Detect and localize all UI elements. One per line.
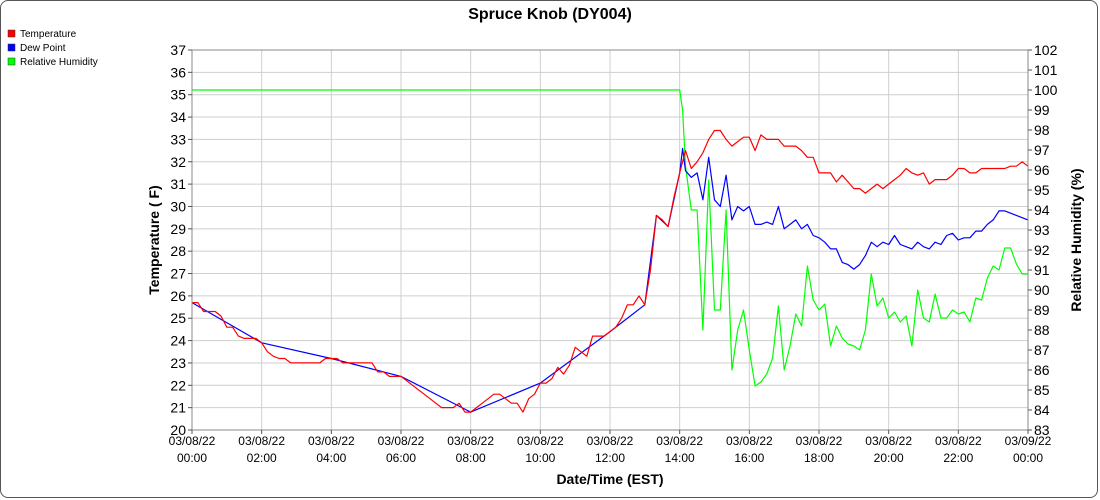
y-tick-label: 22 bbox=[170, 377, 186, 393]
y2-axis-label: Relative Humidity (%) bbox=[1068, 168, 1084, 311]
y2-tick-label: 102 bbox=[1034, 42, 1058, 58]
y2-tick-label: 90 bbox=[1034, 282, 1050, 298]
x-tick-date: 03/08/22 bbox=[656, 434, 703, 448]
y2-tick-label: 86 bbox=[1034, 362, 1050, 378]
y2-tick-label: 83 bbox=[1034, 422, 1050, 438]
y-tick-label: 31 bbox=[170, 176, 186, 192]
y-tick-label: 35 bbox=[170, 87, 186, 103]
legend-label: Relative Humidity bbox=[20, 57, 98, 68]
y-tick-label: 24 bbox=[170, 333, 186, 349]
x-tick-date: 03/08/22 bbox=[447, 434, 494, 448]
y2-axis-ticks: 83 84 85 86 87 88 89 90 91 92 93 94 95 96 97 98 99 100 101… bbox=[1028, 42, 1058, 438]
x-tick-time: 20:00 bbox=[874, 451, 904, 465]
y-tick-label: 21 bbox=[170, 400, 186, 416]
y-tick-label: 32 bbox=[170, 154, 186, 170]
chart-title: Spruce Knob (DY004) bbox=[468, 6, 632, 23]
x-axis-ticks: 03/08/22 00:00 03/08/22 02:00 03/08/22 04:00 0… bbox=[169, 430, 1052, 465]
y-tick-label: 36 bbox=[170, 64, 186, 80]
x-tick-date: 03/09/22 bbox=[1005, 434, 1052, 448]
legend-label: Temperature bbox=[20, 29, 77, 40]
y2-tick-label: 91 bbox=[1034, 262, 1050, 278]
x-tick-time: 06:00 bbox=[386, 451, 416, 465]
y-tick-label: 20 bbox=[170, 422, 186, 438]
x-tick-date: 03/08/22 bbox=[238, 434, 285, 448]
x-tick-time: 22:00 bbox=[943, 451, 973, 465]
y2-tick-label: 101 bbox=[1034, 62, 1058, 78]
series-lines bbox=[191, 89, 1029, 413]
y-tick-label: 29 bbox=[170, 221, 186, 237]
y2-tick-label: 94 bbox=[1034, 202, 1050, 218]
series-line-relative-humidity bbox=[192, 89, 1028, 387]
x-tick-date: 03/08/22 bbox=[796, 434, 843, 448]
y2-tick-label: 87 bbox=[1034, 342, 1050, 358]
y-tick-label: 30 bbox=[170, 198, 186, 214]
x-tick-date: 03/08/22 bbox=[169, 434, 216, 448]
x-tick-time: 10:00 bbox=[525, 451, 555, 465]
x-tick-time: 04:00 bbox=[316, 451, 346, 465]
y-tick-label: 33 bbox=[170, 131, 186, 147]
x-tick-time: 00:00 bbox=[1013, 451, 1043, 465]
x-tick-time: 02:00 bbox=[247, 451, 277, 465]
y2-tick-label: 93 bbox=[1034, 222, 1050, 238]
y-axis-label: Temperature ( F) bbox=[146, 185, 162, 294]
y2-tick-label: 100 bbox=[1034, 82, 1058, 98]
y-tick-label: 23 bbox=[170, 355, 186, 371]
legend-swatch bbox=[7, 29, 16, 38]
y2-tick-label: 99 bbox=[1034, 102, 1050, 118]
y2-tick-label: 97 bbox=[1034, 142, 1050, 158]
y-tick-label: 34 bbox=[170, 109, 186, 125]
x-tick-time: 00:00 bbox=[177, 451, 207, 465]
x-tick-time: 14:00 bbox=[665, 451, 695, 465]
y-tick-label: 28 bbox=[170, 243, 186, 259]
y-axis-ticks: 20 21 22 23 24 25 26 27 28 29 30 31 32 33 34 35 36 37 bbox=[170, 42, 192, 438]
x-tick-date: 03/08/22 bbox=[935, 434, 982, 448]
y2-tick-label: 96 bbox=[1034, 162, 1050, 178]
x-tick-date: 03/08/22 bbox=[378, 434, 425, 448]
y2-tick-label: 88 bbox=[1034, 322, 1050, 338]
x-tick-date: 03/08/22 bbox=[865, 434, 912, 448]
y-tick-label: 27 bbox=[170, 266, 186, 282]
y-tick-label: 25 bbox=[170, 310, 186, 326]
x-tick-time: 08:00 bbox=[456, 451, 486, 465]
y2-tick-label: 92 bbox=[1034, 242, 1050, 258]
y2-tick-label: 85 bbox=[1034, 382, 1050, 398]
y2-tick-label: 95 bbox=[1034, 182, 1050, 198]
legend-label: Dew Point bbox=[20, 43, 66, 54]
legend: Temperature Dew Point Relative Humidity bbox=[7, 29, 98, 68]
legend-swatch bbox=[7, 57, 16, 66]
x-tick-time: 16:00 bbox=[734, 451, 764, 465]
x-tick-date: 03/08/22 bbox=[517, 434, 564, 448]
y2-tick-label: 98 bbox=[1034, 122, 1050, 138]
x-tick-time: 18:00 bbox=[804, 451, 834, 465]
y-tick-label: 37 bbox=[170, 42, 186, 58]
x-tick-date: 03/08/22 bbox=[587, 434, 634, 448]
x-tick-time: 12:00 bbox=[595, 451, 625, 465]
y-tick-label: 26 bbox=[170, 288, 186, 304]
legend-swatch bbox=[7, 43, 16, 52]
x-axis-label: Date/Time (EST) bbox=[556, 471, 663, 487]
x-tick-date: 03/08/22 bbox=[308, 434, 355, 448]
y2-tick-label: 84 bbox=[1034, 402, 1050, 418]
series-line-temperature bbox=[192, 129, 1029, 413]
x-tick-date: 03/08/22 bbox=[726, 434, 773, 448]
y2-tick-label: 89 bbox=[1034, 302, 1050, 318]
series-line-dew-point bbox=[191, 147, 1029, 413]
